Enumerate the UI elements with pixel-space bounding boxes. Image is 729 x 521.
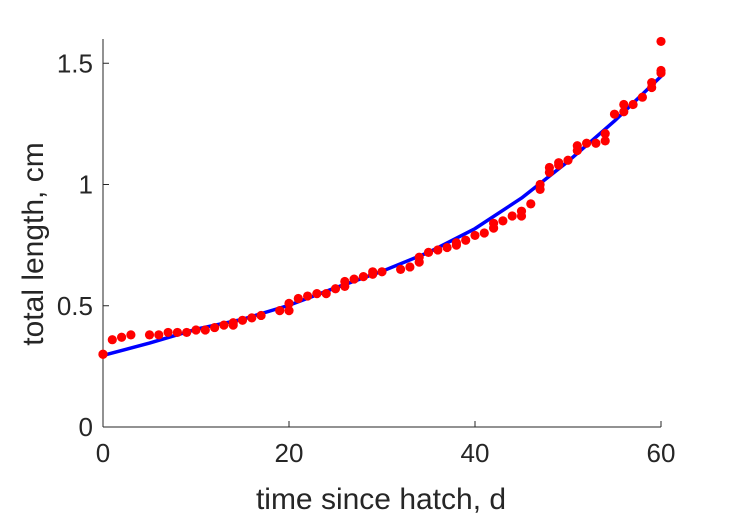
data-point	[461, 235, 471, 245]
data-point	[423, 247, 434, 257]
data-point	[637, 92, 648, 102]
data-point	[609, 109, 620, 119]
data-point	[544, 162, 555, 173]
data-point	[126, 330, 136, 340]
data-point	[656, 36, 666, 47]
data-point	[349, 274, 359, 284]
data-point	[191, 325, 201, 335]
data-point	[451, 238, 461, 248]
data-point	[377, 267, 387, 277]
series-layer	[98, 36, 666, 359]
data-point	[293, 293, 303, 304]
y-tick-label: 0.5	[57, 291, 93, 321]
data-point	[656, 65, 666, 76]
data-point	[572, 141, 582, 151]
data-point	[582, 138, 592, 148]
data-point	[172, 327, 182, 338]
data-point	[489, 218, 499, 228]
data-point	[358, 272, 368, 282]
y-axis-label: total length, cm	[17, 142, 50, 345]
data-point	[303, 291, 313, 301]
data-point	[619, 107, 629, 117]
data-point	[516, 206, 527, 216]
data-point	[368, 267, 378, 277]
data-point	[647, 78, 657, 88]
data-point	[182, 327, 192, 338]
data-point	[144, 330, 155, 340]
data-point	[117, 332, 127, 342]
data-point	[600, 136, 610, 146]
data-point	[107, 335, 117, 345]
data-point	[256, 310, 266, 321]
data-point	[442, 242, 452, 253]
data-point	[312, 289, 322, 299]
data-point	[628, 99, 638, 110]
data-point	[479, 228, 489, 238]
x-tick-label: 20	[275, 438, 304, 468]
data-point	[507, 211, 517, 221]
data-point	[284, 298, 294, 308]
data-point	[154, 330, 164, 340]
data-point	[396, 264, 406, 274]
data-point	[275, 306, 285, 316]
data-point	[210, 322, 220, 333]
data-point	[321, 289, 331, 299]
data-point	[414, 252, 424, 262]
data-point	[163, 327, 173, 338]
x-axis-label: time since hatch, d	[256, 483, 506, 516]
data-point	[340, 276, 350, 287]
data-point	[619, 99, 629, 110]
data-point	[535, 179, 545, 190]
axes: 0 20 40 60 0 0.5 1 1.5	[57, 39, 676, 468]
x-tick-label: 60	[647, 438, 676, 468]
data-point	[563, 155, 573, 165]
data-point	[237, 315, 248, 325]
data-point	[600, 128, 610, 139]
y-tick-label: 1.5	[57, 48, 93, 78]
data-point	[219, 320, 229, 330]
data-point	[330, 284, 341, 294]
data-point	[247, 313, 257, 323]
data-point	[554, 158, 564, 168]
data-point	[200, 325, 210, 335]
data-point	[284, 306, 294, 316]
data-point	[228, 318, 238, 328]
y-tick-label: 1	[79, 170, 93, 200]
data-point	[98, 349, 108, 359]
data-point	[498, 216, 508, 226]
fit-line	[101, 74, 663, 358]
data-point	[405, 262, 415, 272]
data-point	[526, 199, 536, 209]
data-point	[591, 138, 601, 148]
data-point	[433, 245, 443, 255]
x-tick-label: 40	[461, 438, 490, 468]
y-tick-label: 0	[79, 412, 93, 442]
data-point	[470, 230, 480, 241]
x-tick-label: 0	[96, 438, 110, 468]
